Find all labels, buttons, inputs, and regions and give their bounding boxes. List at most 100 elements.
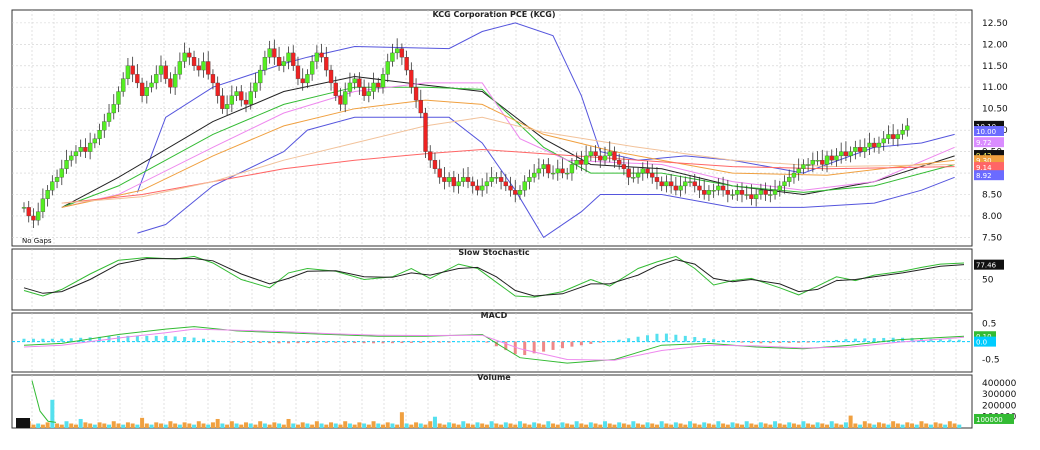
macd-histogram-bar (853, 338, 857, 342)
last-value-tag (974, 150, 1004, 161)
volume-bar (196, 421, 201, 428)
macd-panel-title: MACD (481, 311, 508, 320)
volume-bar (121, 424, 126, 428)
macd-histogram-bar (22, 338, 26, 342)
candle-body (395, 48, 400, 54)
bb_lower-line (137, 116, 955, 239)
volume-bar (158, 423, 163, 428)
macd-histogram-bar (532, 341, 536, 354)
volume-bar (390, 423, 395, 428)
stochastic-panel-title: Slow Stochastic (458, 248, 529, 257)
volume-bar (329, 422, 334, 428)
macd-histogram-bar (173, 336, 177, 342)
candle-body (574, 160, 579, 165)
volume-bar (281, 424, 286, 428)
volume-bar (399, 412, 404, 428)
macd-histogram-bar (910, 338, 914, 342)
volume-bar (31, 424, 36, 428)
volume-bar (414, 422, 419, 428)
candle-body (895, 134, 901, 139)
candle-body (385, 61, 390, 75)
volume-marker (16, 418, 30, 428)
candle-body (380, 74, 386, 88)
macd-histogram-bar (390, 341, 394, 344)
macd-histogram-bar (258, 341, 262, 344)
volume-bar (952, 423, 957, 428)
candle-body (546, 164, 551, 174)
candle-body (59, 168, 64, 178)
macd-histogram-bar (126, 335, 130, 342)
volume-bar (517, 421, 522, 428)
candle-body (432, 160, 438, 169)
volume-bar (111, 421, 116, 428)
volume-bar (957, 424, 962, 428)
volume-bar (428, 421, 433, 428)
candle-body (489, 177, 494, 182)
last-value-text: 9.30 (976, 157, 992, 165)
candle-body (607, 151, 612, 157)
last-value-tag (974, 137, 1004, 148)
volume-bar (310, 424, 315, 428)
macd-histogram-bar (353, 341, 357, 344)
volume-bar (881, 423, 886, 428)
volume-bar (744, 421, 749, 428)
candle-body (40, 198, 46, 212)
volume-bar (787, 422, 792, 428)
candle-body (258, 69, 263, 84)
volume-bar (522, 423, 527, 428)
volume-bar (688, 421, 693, 428)
volume-bar (924, 423, 929, 428)
candle-body (744, 194, 749, 196)
candle-body (560, 168, 565, 174)
candle-body (206, 61, 211, 75)
volume-bar (107, 424, 112, 428)
candle-body (886, 134, 891, 139)
candle-body (853, 147, 858, 152)
volume-bar (843, 422, 848, 428)
volume-bar (621, 423, 626, 428)
volume-bar (820, 423, 825, 428)
volume-bar (763, 423, 768, 428)
macd-histogram-bar (504, 341, 508, 351)
volume-bar (187, 423, 192, 428)
volume-bar (546, 421, 551, 428)
volume-bar (579, 423, 584, 428)
candle-body (593, 151, 598, 157)
candle-body (191, 57, 197, 66)
candle-body (541, 164, 546, 169)
macd-histogram-bar (230, 341, 234, 343)
volume-bar (163, 424, 168, 428)
volume-bar (834, 423, 839, 428)
candle-body (262, 57, 268, 71)
candle-body (465, 177, 471, 182)
macd-histogram-bar (523, 341, 527, 356)
macd-histogram-bar (646, 335, 650, 342)
volume-bar (636, 423, 641, 428)
last-value-tag (974, 120, 1004, 131)
macd-histogram-bar (740, 341, 744, 343)
candle-body (92, 138, 98, 144)
macd-histogram-bar (60, 338, 64, 342)
candle-body (338, 95, 343, 105)
macd-histogram-bar (201, 338, 205, 342)
volume-bar (248, 423, 253, 428)
volume-tick-label: 300000 (982, 390, 1017, 400)
volume-bar (177, 424, 182, 428)
volume-bar (480, 423, 485, 428)
macd-histogram-bar (806, 341, 810, 343)
volume-bar (404, 423, 409, 428)
volume-bar (560, 422, 565, 428)
candle-body (31, 215, 36, 221)
volume-bar (295, 424, 300, 428)
volume-bar (617, 422, 622, 428)
candle-body (418, 99, 423, 114)
candle-body (163, 65, 168, 79)
last-value-text: 9.14 (976, 164, 992, 172)
volume-bar (650, 423, 655, 428)
macd-histogram-bar (475, 340, 479, 342)
candle-body (286, 52, 291, 62)
macd-histogram-bar (239, 341, 243, 343)
macd-histogram-bar (79, 337, 83, 342)
volume-bar (140, 417, 145, 428)
